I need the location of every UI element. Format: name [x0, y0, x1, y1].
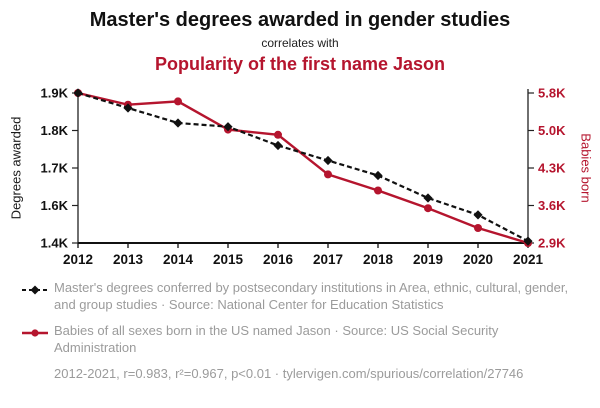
legend: Master's degrees conferred by postsecond…	[0, 275, 600, 381]
x-tick-label: 2012	[63, 252, 93, 267]
x-tick-label: 2014	[163, 252, 194, 267]
right-tick-label: 4.3K	[538, 161, 566, 176]
series-degrees-marker	[173, 118, 183, 128]
series-degrees-marker	[273, 140, 283, 151]
series-jason-marker	[174, 97, 182, 106]
red-line-dot-icon	[22, 322, 48, 342]
legend-item-jason: Babies of all sexes born in the US named…	[22, 322, 578, 356]
legend-text-degrees: Master's degrees conferred by postsecond…	[54, 280, 569, 313]
left-tick-label: 1.7K	[41, 161, 69, 176]
correlates-with-label: correlates with	[261, 36, 339, 50]
x-tick-label: 2019	[413, 252, 443, 267]
series-degrees-marker	[523, 236, 533, 246]
series-jason-marker	[424, 204, 432, 213]
x-tick-label: 2017	[313, 252, 343, 267]
series-degrees-marker	[423, 193, 433, 203]
series-jason-marker	[474, 224, 482, 232]
series-jason-marker	[374, 186, 382, 195]
series-degrees-line	[77, 91, 529, 243]
series-degrees-marker	[473, 210, 483, 220]
legend-text-jason: Babies of all sexes born in the US named…	[54, 323, 499, 356]
left-tick-label: 1.4K	[41, 236, 69, 251]
series-degrees-marker	[323, 155, 333, 166]
left-tick-label: 1.9K	[41, 86, 69, 101]
series-jason-marker	[324, 170, 332, 179]
series-degrees-marker	[223, 122, 233, 132]
legend-item-degrees: Master's degrees conferred by postsecond…	[22, 279, 578, 313]
x-tick-label: 2020	[463, 252, 493, 267]
right-tick-label: 2.9K	[538, 236, 566, 251]
stats-footer: 2012-2021, r=0.983, r²=0.967, p<0.01 · t…	[22, 366, 578, 381]
left-tick-label: 1.8K	[41, 123, 69, 138]
series-jason-line	[77, 91, 529, 245]
x-tick-label: 2015	[213, 252, 244, 267]
chart: Degrees awarded Babies born 1.9K 5.8K 1.8K…	[0, 79, 600, 275]
right-tick-label: 3.6K	[538, 198, 566, 213]
secondary-chart-title: Popularity of the first name Jason	[154, 54, 446, 74]
right-tick-label: 5.0K	[538, 123, 566, 138]
series-jason-marker	[274, 130, 282, 139]
stats-footer-text: 2012-2021, r=0.983, r²=0.967, p<0.01 · t…	[54, 365, 524, 381]
x-tick-label: 2021	[513, 252, 544, 267]
x-tick-label: 2018	[363, 252, 394, 267]
dashed-diamond-line-icon	[22, 279, 48, 299]
series-degrees-marker	[73, 88, 83, 98]
x-tick-label: 2013	[113, 252, 144, 267]
chart-plot: 1.9K 5.8K 1.8K 5.0K 1.7K 4.3K 1.6K 3.6K 1.4K 2.9K…	[41, 86, 567, 268]
x-tick-label: 2016	[263, 252, 294, 267]
series-degrees-marker	[373, 170, 383, 181]
chart-header: Master's degrees awarded in gender studi…	[0, 0, 600, 75]
right-tick-label: 5.8K	[538, 86, 566, 101]
left-tick-label: 1.6K	[41, 198, 69, 213]
chart-title: Master's degrees awarded in gender studi…	[89, 9, 511, 31]
